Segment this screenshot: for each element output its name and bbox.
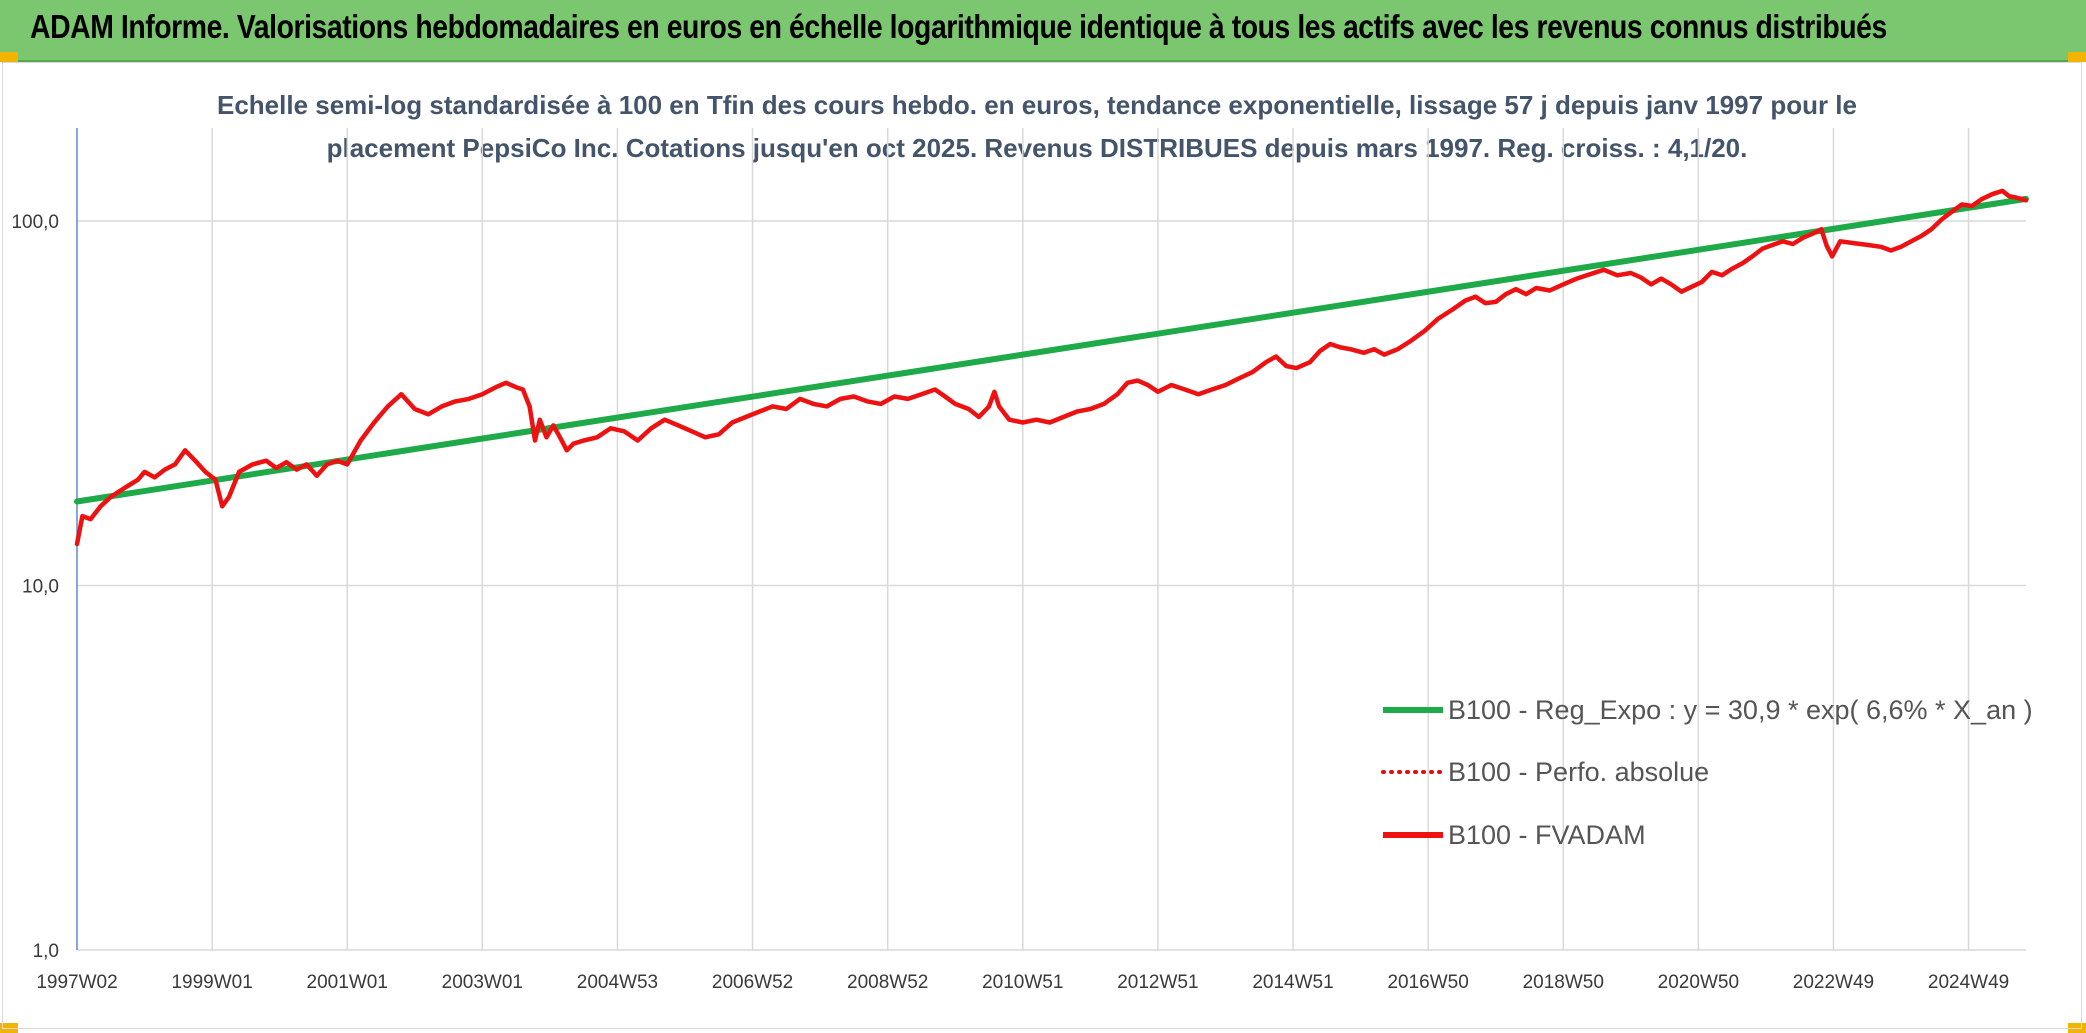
- x-tick-label: 2012W51: [1117, 972, 1198, 993]
- x-tick-label: 2018W50: [1523, 972, 1604, 993]
- x-tick-label: 2020W50: [1658, 972, 1739, 993]
- legend-label: B100 - FVADAM: [1448, 820, 1646, 850]
- legend: B100 - Reg_Expo : y = 30,9 * exp( 6,6% *…: [1381, 695, 2033, 850]
- x-tick-label: 2003W01: [442, 972, 523, 993]
- x-tick-label: 2008W52: [847, 972, 928, 993]
- legend-label: B100 - Reg_Expo : y = 30,9 * exp( 6,6% *…: [1448, 695, 2033, 725]
- x-tick-label: 2004W53: [577, 972, 658, 993]
- x-tick-label: 2016W50: [1387, 972, 1468, 993]
- y-tick-label: 10,0: [22, 577, 59, 598]
- x-tick-label: 2006W52: [712, 972, 793, 993]
- report-title: ADAM Informe. Valorisations hebdomadaire…: [30, 8, 1887, 45]
- series-layer: [74, 188, 2029, 547]
- corner-marker-top-left: [0, 52, 18, 62]
- chart-subtitle-line-2: placement PepsiCo Inc. Cotations jusqu'e…: [327, 133, 1748, 163]
- trend-line: [74, 195, 2029, 505]
- y-tick-label: 1,0: [33, 941, 59, 962]
- corner-marker-top-right: [2068, 52, 2086, 62]
- x-tick-label: 1999W01: [171, 972, 252, 993]
- chart-frame: [2, 62, 2082, 1029]
- legend-label: B100 - Perfo. absolue: [1448, 757, 1709, 787]
- x-tick-label: 1997W02: [36, 972, 117, 993]
- axes: 1997W02 1999W01 2001W01 2003W01 2004W53 2006W…: [11, 128, 2009, 993]
- chart-subtitle-line-1: Echelle semi-log standardisée à 100 en T…: [217, 90, 1857, 120]
- x-tick-label: 2022W49: [1793, 972, 1874, 993]
- y-tick-label: 100,0: [11, 212, 59, 233]
- fvadam-line: [74, 188, 2029, 547]
- gridlines: [77, 128, 2026, 951]
- x-tick-label: 2014W51: [1252, 972, 1333, 993]
- report-banner: ADAM Informe. Valorisations hebdomadaire…: [0, 0, 2086, 62]
- x-tick-label: 2024W49: [1928, 972, 2009, 993]
- x-tick-label: 2010W51: [982, 972, 1063, 993]
- x-tick-label: 2001W01: [307, 972, 388, 993]
